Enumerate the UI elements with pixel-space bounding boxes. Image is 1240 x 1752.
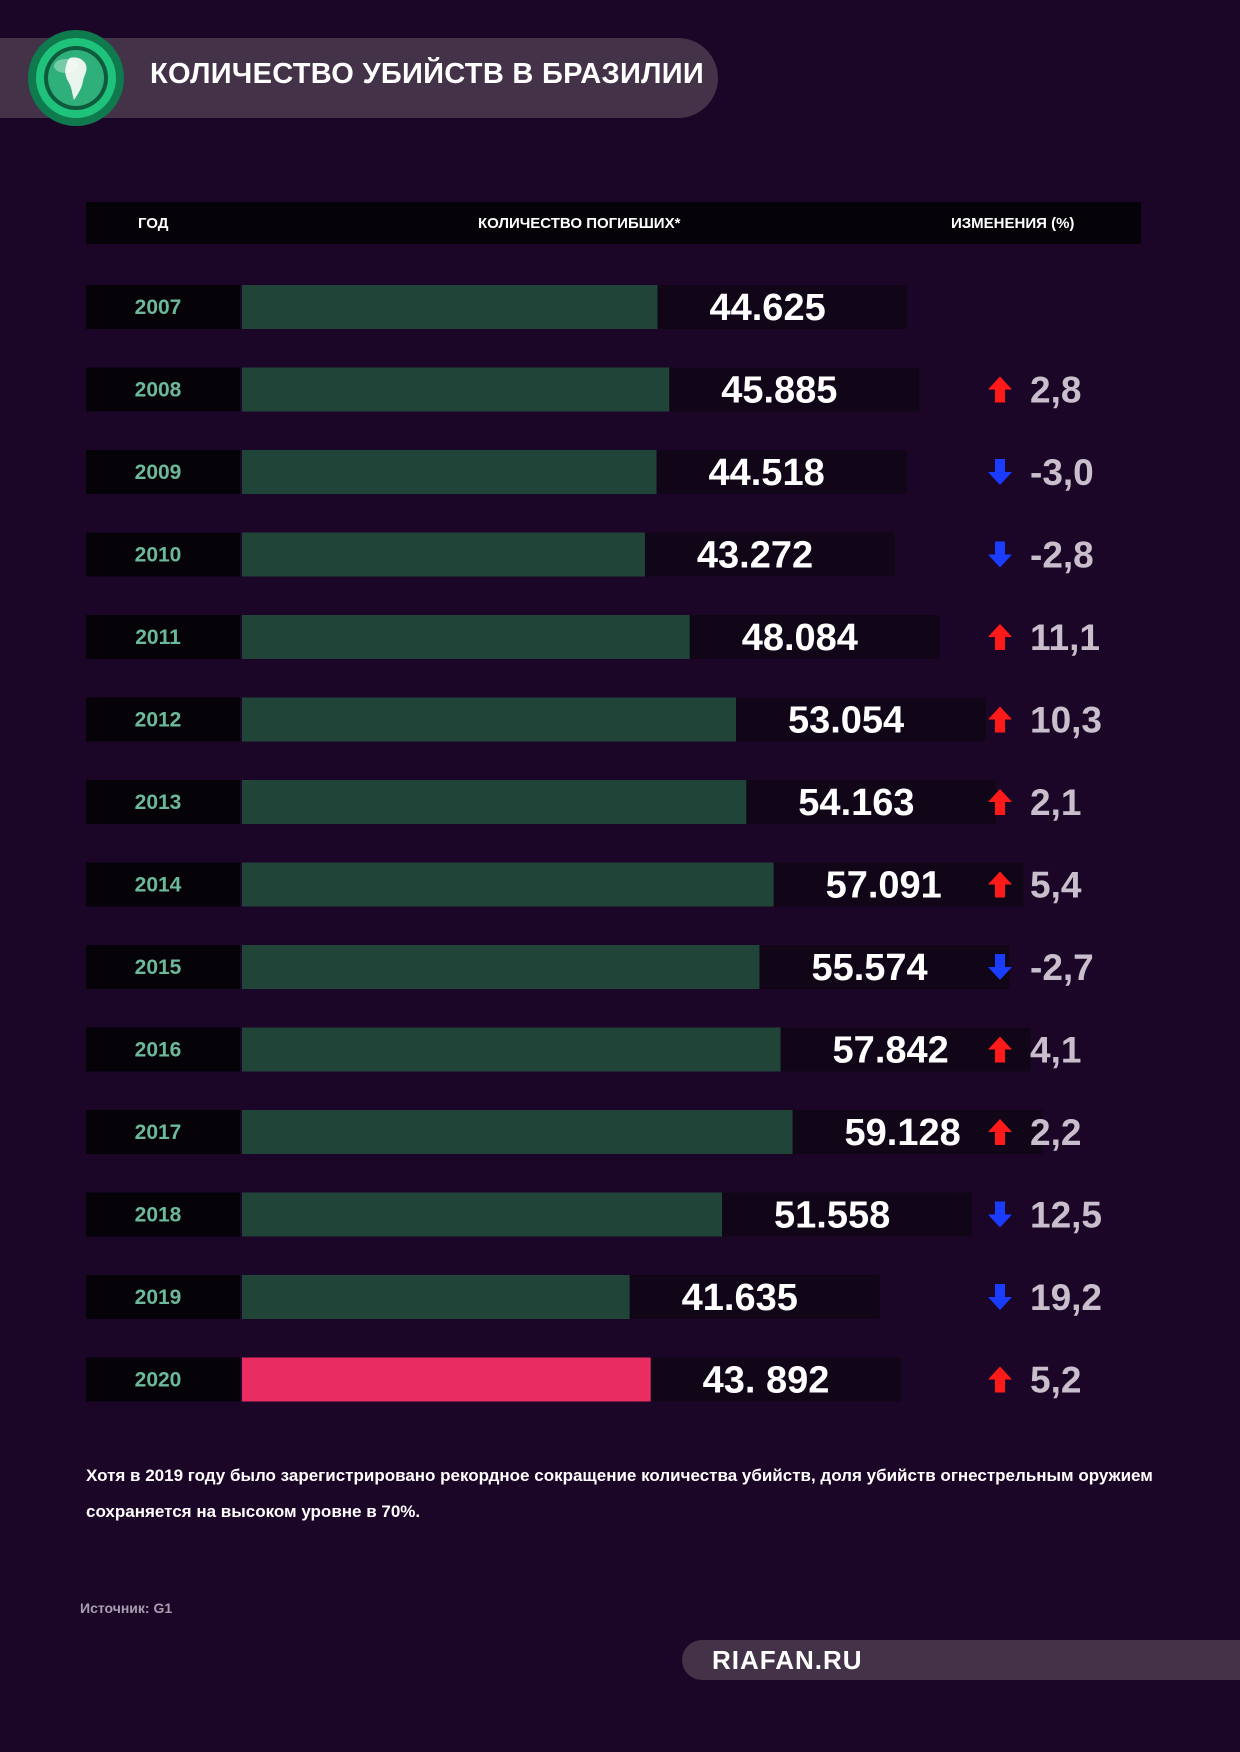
arrow-up-icon [988,624,1012,650]
bar [242,1275,630,1319]
year-cell [86,532,240,577]
change-label: 10,3 [1030,700,1102,741]
value-label: 44.625 [709,287,825,329]
change-label: 2,2 [1030,1112,1081,1153]
source-label: Источник: G1 [80,1600,173,1616]
value-label: 54.163 [798,782,914,824]
change-label: 5,4 [1030,865,1082,906]
arrow-up-icon [988,376,1012,403]
year-label: 2008 [135,379,182,402]
value-label: 59.128 [845,1112,961,1154]
arrow-down-icon [988,459,1012,485]
change-label: 5,2 [1030,1360,1081,1401]
year-cell [86,285,240,329]
year-label: 2013 [135,791,182,814]
bar [242,367,670,412]
bar [242,615,690,659]
year-cell [86,780,240,824]
arrow-down-icon [988,1284,1012,1310]
table-header: ГОД КОЛИЧЕСТВО ПОГИБШИХ* ИЗМЕНЕНИЯ (%) [86,202,1141,244]
year-label: 2009 [135,461,182,484]
column-header-change: ИЗМЕНЕНИЯ (%) [951,215,1075,232]
year-cell [86,1110,240,1154]
bar [242,532,645,577]
globe-south-america-icon [28,30,124,126]
year-label: 2019 [135,1286,182,1309]
year-label: 2007 [135,296,182,319]
bar [242,1027,781,1072]
year-cell [86,367,240,412]
page-title: КОЛИЧЕСТВО УБИЙСТВ В БРАЗИЛИИ [150,58,705,90]
year-cell [86,1027,240,1072]
value-label: 51.558 [774,1195,890,1237]
value-label: 55.574 [811,947,927,989]
year-label: 2016 [135,1039,182,1062]
arrow-up-icon [988,1366,1012,1393]
change-label: 11,1 [1030,617,1100,658]
bar [242,450,657,494]
year-label: 2014 [135,874,182,897]
change-label: 19,2 [1030,1277,1102,1318]
bar [242,945,760,989]
bar [242,1192,723,1237]
bar [242,697,736,742]
change-label: 2,8 [1030,370,1081,411]
change-label: 4,1 [1030,1030,1081,1071]
value-label: 43. 892 [703,1360,830,1402]
year-cell [86,862,240,907]
site-banner [682,1640,1240,1680]
value-label: 57.842 [833,1030,949,1072]
value-label: 45.885 [721,370,837,412]
change-label: -2,8 [1030,535,1094,576]
bar [242,862,774,907]
arrow-down-icon [988,1201,1012,1228]
value-label: 44.518 [708,452,824,494]
change-label: 2,1 [1030,782,1081,823]
column-header-year: ГОД [138,215,169,232]
value-label: 57.091 [826,865,942,907]
year-label: 2012 [135,709,182,732]
value-label: 48.084 [742,617,858,659]
bar [242,285,658,329]
value-label: 41.635 [682,1277,798,1319]
change-label: -3,0 [1030,452,1094,493]
bar [242,780,747,824]
year-label: 2015 [135,956,182,979]
bar [242,1110,793,1154]
change-label: 12,5 [1030,1195,1102,1236]
year-cell [86,1192,240,1237]
arrow-down-icon [988,954,1012,980]
change-label: -2,7 [1030,947,1094,988]
column-header-count: КОЛИЧЕСТВО ПОГИБШИХ* [478,215,681,232]
year-label: 2018 [135,1204,182,1227]
arrow-up-icon [988,1119,1012,1145]
site-label: RIAFAN.RU [712,1645,863,1675]
arrow-up-icon [988,706,1012,733]
footnote: Хотя в 2019 году было зарегистрировано р… [86,1466,1153,1521]
arrow-up-icon [988,789,1012,815]
year-cell [86,450,240,494]
year-cell [86,1357,240,1402]
homicides-bar-chart: 2007 44.625 2008 45.885 2,8 2009 44.518 -3,0 201… [86,285,1102,1402]
value-label: 43.272 [697,535,813,577]
arrow-up-icon [988,1036,1012,1063]
year-label: 2020 [135,1369,182,1392]
year-cell [86,615,240,659]
bar [242,1357,651,1402]
arrow-down-icon [988,541,1012,568]
year-cell [86,1275,240,1319]
year-label: 2017 [135,1121,182,1144]
year-cell [86,945,240,989]
year-label: 2010 [135,544,182,567]
year-cell [86,697,240,742]
arrow-up-icon [988,871,1012,898]
year-label: 2011 [135,626,181,649]
value-label: 53.054 [788,700,904,742]
